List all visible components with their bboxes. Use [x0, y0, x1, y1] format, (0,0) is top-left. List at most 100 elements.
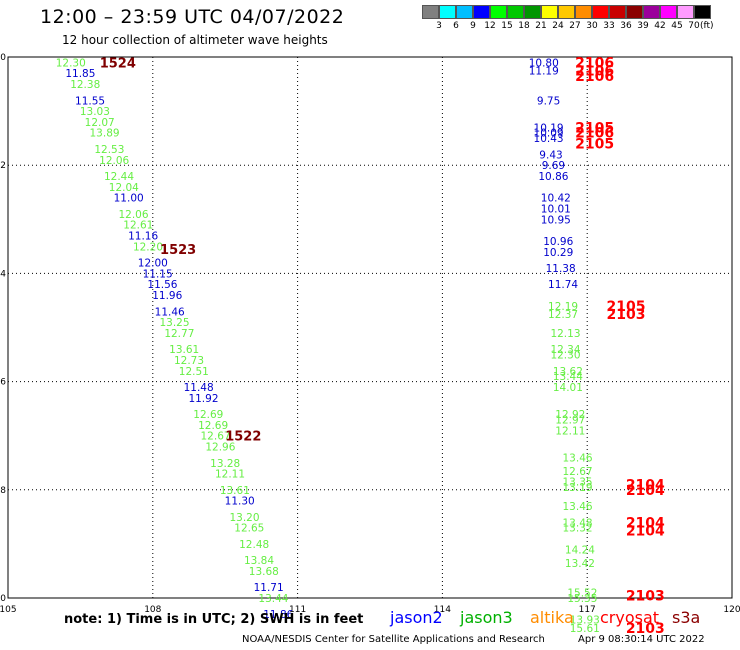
- time-label: 2104: [626, 483, 665, 499]
- wave-height-label: 12.61: [123, 220, 153, 232]
- wave-height-label: 11.46: [155, 306, 185, 318]
- wave-height-label: 12.92: [555, 409, 585, 421]
- wave-height-label: 12.77: [164, 328, 194, 340]
- time-label: 2104: [626, 523, 665, 539]
- wave-height-label: 13.28: [210, 458, 240, 470]
- legend-swatch: [524, 5, 541, 19]
- time-label: 2104: [626, 515, 665, 531]
- map-frame: [7, 56, 733, 599]
- wave-height-label: 12.11: [555, 425, 585, 437]
- legend-label: 21: [535, 21, 547, 31]
- lat-label: 40: [0, 53, 6, 63]
- wave-height-label: 10.96: [543, 236, 573, 248]
- legend-swatch: [694, 5, 711, 19]
- time-label: 2105: [575, 120, 614, 136]
- wave-height-label: 15.61: [570, 623, 600, 635]
- wave-height-label: 10.01: [541, 203, 571, 215]
- wave-height-label: 14.24: [565, 544, 595, 556]
- lat-label: 42: [0, 161, 6, 171]
- wave-height-label: 12.37: [548, 309, 578, 321]
- lon-label: 111: [289, 605, 306, 615]
- legend-label: 9: [470, 21, 476, 31]
- wave-height-label: 12.44: [104, 171, 134, 183]
- lon-label: 120: [723, 605, 740, 615]
- legend-labels: 3 6 9 12 15 18 21 24 27 30 33 36 39 42 45 70 (ft): [422, 19, 713, 33]
- wave-height-label: 13.46: [563, 452, 593, 464]
- time-label: 2105: [607, 299, 646, 315]
- wave-height-label: 11.16: [128, 231, 158, 243]
- time-label: 1523: [160, 243, 196, 258]
- legend-label: 36: [620, 21, 632, 31]
- wave-height-label: 13.03: [80, 106, 110, 118]
- color-legend: 3 6 9 12 15 18 21 24 27 30 33 36 39 42 45 70 (ft): [422, 5, 714, 33]
- wave-height-label: 11.00: [114, 193, 144, 205]
- satellite-altika-label: altika: [530, 608, 574, 627]
- wave-height-label: 12.19: [548, 301, 578, 313]
- wave-height-label: 10.86: [538, 171, 568, 183]
- wave-height-label: 10.80: [529, 57, 559, 69]
- wave-height-label: 12.67: [563, 466, 593, 478]
- wave-height-label: 12.69: [198, 420, 228, 432]
- legend-swatch: [490, 5, 507, 19]
- wave-height-label: 11.86: [263, 609, 293, 621]
- wave-height-label: 12.51: [179, 366, 209, 378]
- satellite-s3a-label: s3a: [672, 608, 701, 627]
- wave-height-label: 13.35: [563, 477, 593, 489]
- wave-height-label: 9.43: [539, 149, 562, 161]
- wave-height-label: 10.95: [541, 214, 571, 226]
- wave-height-label: 12.69: [193, 409, 223, 421]
- legend-label: 33: [603, 21, 615, 31]
- time-label: 1522: [225, 430, 261, 445]
- wave-height-label: 11.74: [548, 279, 578, 291]
- wave-height-label: 13.93: [570, 615, 600, 627]
- generated-timestamp: Apr 9 08:30:14 UTC 2022: [578, 634, 705, 645]
- wave-height-label: 13.61: [169, 344, 199, 356]
- wave-height-label: 11.96: [152, 290, 182, 302]
- wave-height-label: 13.44: [258, 593, 288, 605]
- legend-label: 18: [518, 21, 530, 31]
- wave-height-label: 13.61: [220, 485, 250, 497]
- legend-label: 30: [586, 21, 598, 31]
- legend-swatch: [609, 5, 626, 19]
- wave-height-label: 9.69: [542, 160, 565, 172]
- legend-label: 15: [501, 21, 513, 31]
- legend-swatch: [626, 5, 643, 19]
- time-label: 2103: [626, 621, 665, 637]
- satellite-cryosat-label: cryosat: [600, 608, 660, 627]
- legend-label: 3: [436, 21, 442, 31]
- wave-height-label: 15.52: [567, 588, 597, 600]
- legend-swatch: [575, 5, 592, 19]
- wave-height-label: 12.65: [234, 523, 264, 535]
- wave-height-label: 10.29: [543, 247, 573, 259]
- legend-label: 45: [671, 21, 683, 31]
- wave-height-label: 13.84: [244, 555, 274, 567]
- credit: NOAA/NESDIS Center for Satellite Applica…: [242, 634, 545, 645]
- wave-height-label: 12.04: [109, 182, 139, 194]
- wave-height-label: 11.85: [65, 68, 95, 80]
- wave-height-label: 11.38: [546, 263, 576, 275]
- page-title: 12:00 – 23:59 UTC 04/07/2022: [40, 6, 345, 28]
- legend-label: 27: [569, 21, 581, 31]
- wave-height-label: 10.09: [534, 128, 564, 140]
- wave-height-label: 12.20: [133, 241, 163, 253]
- wave-height-label: 12.13: [550, 328, 580, 340]
- time-label: 1524: [100, 56, 136, 71]
- legend-swatch: [643, 5, 660, 19]
- time-label: 2106: [575, 64, 614, 80]
- wave-height-label: 9.75: [537, 95, 560, 107]
- wave-height-label: 11.71: [254, 582, 284, 594]
- time-label: 2103: [626, 588, 665, 604]
- time-label: 2103: [607, 307, 646, 323]
- wave-height-label: 13.20: [229, 512, 259, 524]
- legend-swatch: [592, 5, 609, 19]
- wave-height-label: 11.30: [225, 496, 255, 508]
- wave-height-label: 13.89: [90, 128, 120, 140]
- wave-height-label: 12.06: [99, 155, 129, 167]
- legend-swatch: [422, 5, 439, 19]
- wave-height-label: 12.06: [118, 209, 148, 221]
- wave-height-label: 12.38: [70, 79, 100, 91]
- legend-swatch: [660, 5, 677, 19]
- legend-swatch: [456, 5, 473, 19]
- legend-swatches: [422, 5, 711, 19]
